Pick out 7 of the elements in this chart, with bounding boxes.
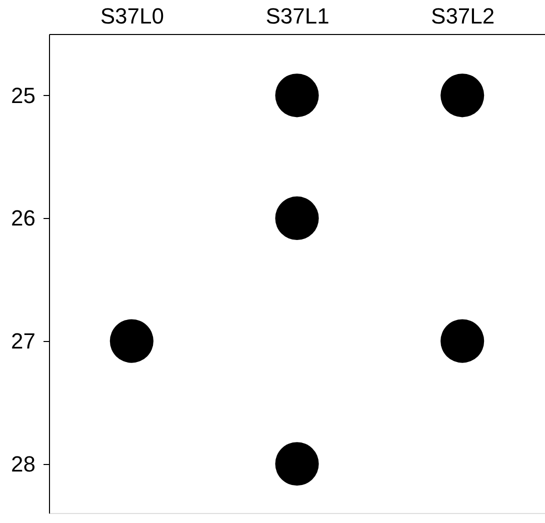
x-tick-label: S37L2 <box>431 4 495 28</box>
y-tick-label: 26 <box>11 206 36 231</box>
x-tick-label: S37L0 <box>100 4 164 28</box>
y-tick-label: 27 <box>11 328 36 354</box>
x-tick-label: S37L1 <box>266 4 330 28</box>
y-tick-label: 25 <box>11 82 36 108</box>
y-tick-label: 28 <box>11 451 36 476</box>
